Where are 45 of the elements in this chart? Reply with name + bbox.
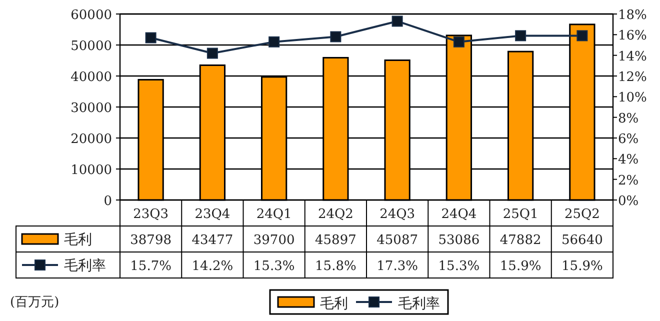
y-tick-label: 50000 bbox=[70, 39, 112, 54]
data-label: 47882 bbox=[500, 233, 542, 248]
y2-tick-label: 2% bbox=[618, 173, 639, 188]
data-label: 17.3% bbox=[376, 259, 418, 274]
x-tick-label: 24Q4 bbox=[441, 207, 477, 222]
y2-tick-label: 10% bbox=[618, 90, 647, 106]
data-label: 43477 bbox=[192, 233, 234, 248]
x-tick-label: 24Q1 bbox=[256, 207, 292, 222]
x-tick-label: 23Q4 bbox=[194, 207, 230, 222]
data-label: 15.9% bbox=[562, 259, 603, 274]
data-label: 56640 bbox=[562, 233, 603, 248]
x-tick-label: 25Q2 bbox=[564, 207, 600, 222]
y-tick-label: 30000 bbox=[70, 101, 112, 116]
data-label: 15.9% bbox=[500, 259, 542, 274]
y2-tick-label: 6% bbox=[618, 132, 639, 147]
y-tick-label: 60000 bbox=[70, 8, 112, 23]
y-tick-label: 20000 bbox=[70, 132, 112, 147]
y2-tick-label: 12% bbox=[618, 70, 647, 85]
data-label: 45897 bbox=[315, 233, 356, 248]
data-label: 15.3% bbox=[253, 259, 295, 274]
y-tick-label: 10000 bbox=[70, 163, 112, 178]
x-tick-label: 25Q1 bbox=[502, 207, 538, 222]
x-tick-label: 23Q3 bbox=[133, 207, 169, 222]
data-label: 15.8% bbox=[315, 259, 356, 274]
legend-label: 毛利率 bbox=[64, 258, 106, 274]
x-tick-label: 24Q3 bbox=[380, 207, 416, 222]
y2-tick-label: 18% bbox=[618, 8, 647, 23]
data-label: 15.7% bbox=[130, 259, 172, 274]
data-label: 39700 bbox=[253, 233, 295, 248]
y2-tick-label: 0% bbox=[618, 194, 639, 209]
data-label: 38798 bbox=[130, 233, 172, 248]
y2-tick-label: 14% bbox=[618, 49, 647, 64]
data-label: 53086 bbox=[438, 233, 480, 248]
data-label: 14.2% bbox=[192, 259, 234, 274]
y2-tick-label: 4% bbox=[618, 152, 639, 168]
y2-tick-label: 8% bbox=[618, 111, 639, 126]
data-label: 15.3% bbox=[438, 259, 480, 274]
data-label: 45087 bbox=[376, 233, 418, 248]
text: (百万元) bbox=[10, 295, 60, 310]
y2-tick-label: 16% bbox=[618, 28, 647, 44]
y-tick-label: 40000 bbox=[70, 70, 112, 85]
x-tick-label: 24Q2 bbox=[318, 207, 354, 222]
y-tick-label: 0 bbox=[104, 194, 112, 209]
legend-label: 毛利 bbox=[64, 232, 92, 248]
legend: 毛利 毛利率 bbox=[269, 289, 449, 315]
